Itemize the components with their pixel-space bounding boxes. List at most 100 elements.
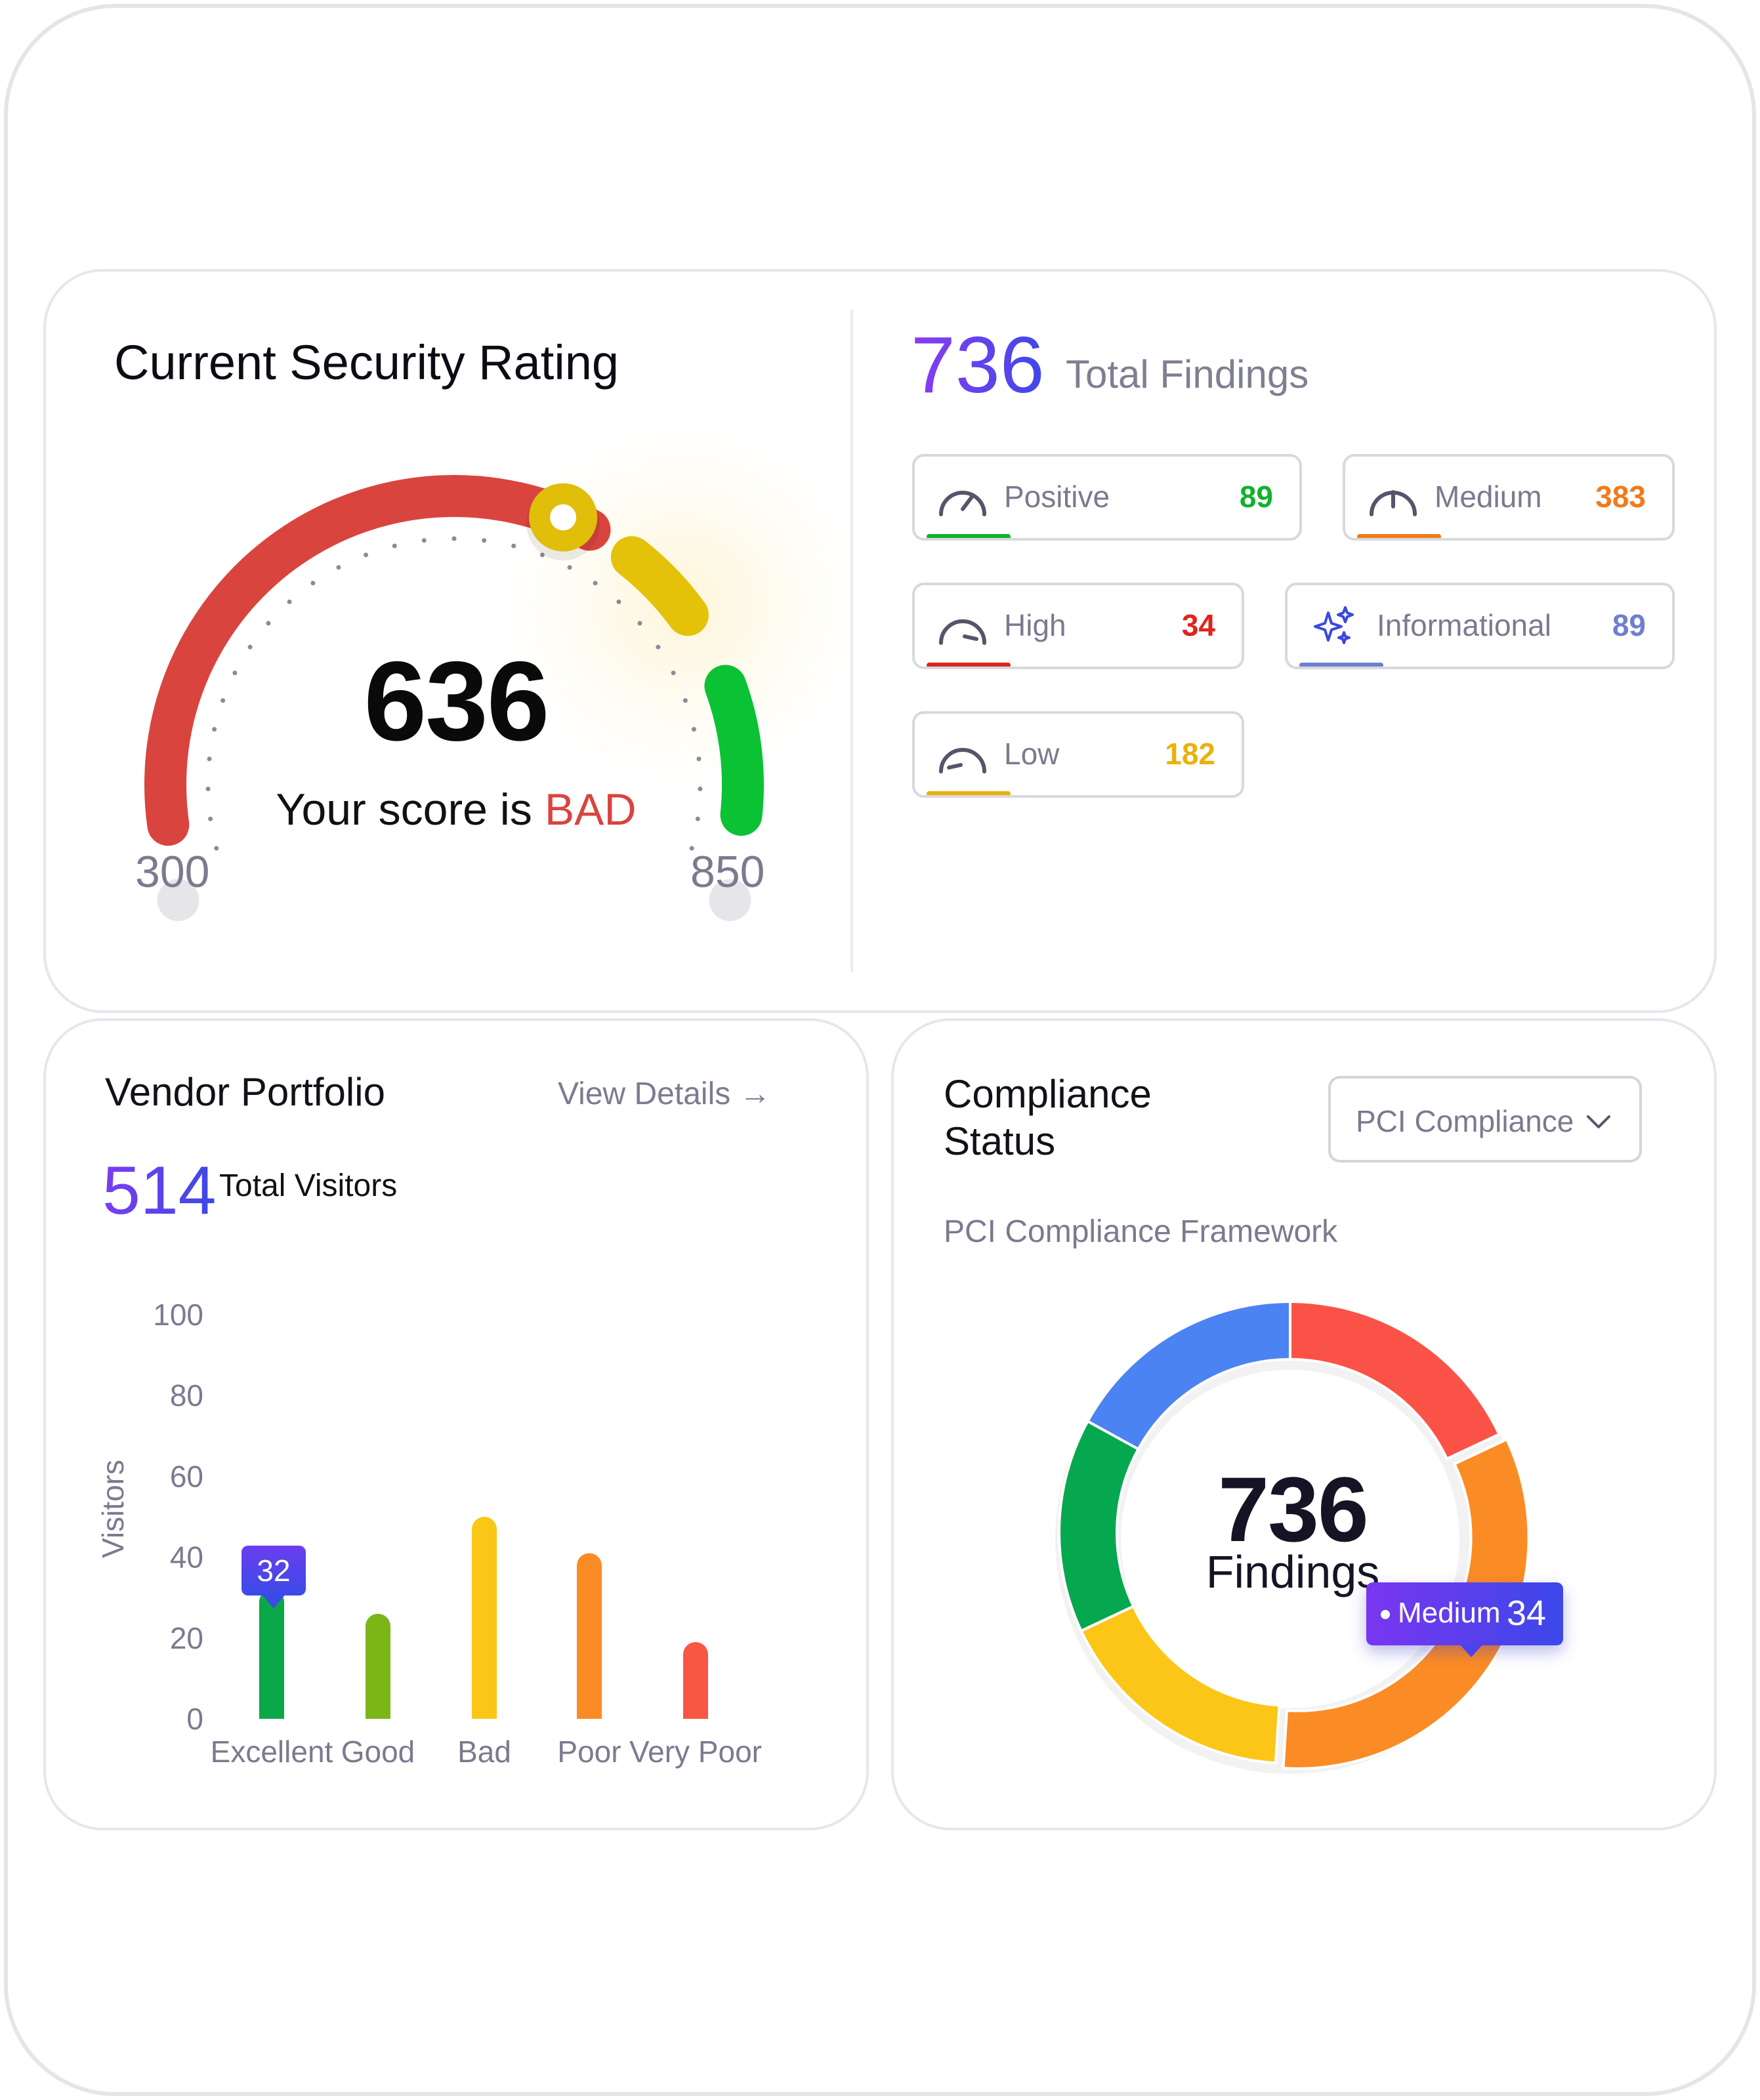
sparkles-icon <box>1314 606 1354 644</box>
chip-label: Positive <box>1004 480 1110 514</box>
finding-chip-informational[interactable]: Informational 89 <box>1285 583 1675 669</box>
finding-chip-medium[interactable]: Medium 383 <box>1343 454 1675 541</box>
bar <box>683 1641 708 1719</box>
bar-base <box>366 1706 390 1719</box>
speedometer-icon <box>939 748 986 773</box>
bar <box>366 1613 390 1719</box>
gauge-end-cap <box>709 878 751 921</box>
tooltip-value: 34 <box>1507 1594 1547 1633</box>
finding-chip-positive[interactable]: Positive 89 <box>912 454 1302 541</box>
chip-value: 34 <box>1181 608 1215 642</box>
vendor-total-label: Total Visitors <box>219 1168 398 1203</box>
donut-slice <box>1085 1300 1291 1451</box>
gauge-tick-dot <box>207 756 212 762</box>
gauge-tick-dot <box>208 816 213 821</box>
gauge-tick-dot <box>214 846 219 851</box>
gauge-tick-dot <box>539 552 545 558</box>
gauge-max-label: 850 <box>690 847 765 897</box>
security-rating-title: Current Security Rating <box>114 335 619 390</box>
score-status: BAD <box>544 785 637 834</box>
gauge-tick-dot <box>616 599 621 604</box>
compliance-subtitle: PCI Compliance Framework <box>944 1214 1338 1249</box>
gauge-tick-dot <box>689 846 694 851</box>
y-tick-label: 60 <box>170 1459 203 1493</box>
gauge-tick-dot <box>656 644 661 649</box>
gauge-start-cap <box>157 878 199 921</box>
badge-arrow <box>262 1594 285 1609</box>
gauge-tick-dot <box>696 756 702 762</box>
score-prefix: Your score is <box>276 785 545 834</box>
x-tick-label: Good <box>341 1735 415 1769</box>
finding-chip-high[interactable]: High 34 <box>912 583 1244 669</box>
gauge-tick-dot <box>511 543 516 548</box>
gauge-arc-good <box>704 665 764 836</box>
gauge-tick-dot <box>205 787 211 792</box>
donut-tooltip: Medium 34 <box>1366 1582 1563 1657</box>
donut-center-value: 736 <box>1218 1458 1369 1561</box>
gauge-arc-bad <box>144 475 611 846</box>
chip-value: 89 <box>1239 480 1273 514</box>
x-tick-label: Excellent <box>211 1735 333 1769</box>
chip-indicator-bar <box>927 791 1011 795</box>
vendor-total-visitors: 514 <box>102 1153 217 1229</box>
donut-slice <box>1289 1300 1501 1461</box>
gauge-tick-dot <box>310 581 316 586</box>
gauge-tick-dot <box>698 787 703 792</box>
compliance-framework-select[interactable]: PCI Compliance <box>1328 1076 1642 1163</box>
bar <box>259 1589 284 1719</box>
chip-indicator-bar <box>927 663 1011 667</box>
chip-value: 89 <box>1612 608 1646 642</box>
view-details-link[interactable]: View Details → <box>558 1077 771 1111</box>
gauge-tick-dot <box>671 670 676 676</box>
bar-base <box>577 1706 602 1719</box>
y-tick-label: 40 <box>170 1540 203 1575</box>
gauge-tick-dot <box>220 698 226 703</box>
gauge-tick-dot <box>637 621 642 626</box>
gauge-tick-dot <box>392 543 397 548</box>
gauge-tick-dot <box>336 565 341 570</box>
chip-indicator-bar <box>927 534 1011 538</box>
gauge-tick-dot <box>682 698 688 703</box>
y-axis-label: Visitors <box>96 1460 130 1558</box>
chevron-down-icon <box>1587 1115 1610 1128</box>
gauge-tick-dot <box>482 538 487 543</box>
bar-base <box>259 1706 284 1719</box>
gauge-tick-dot <box>451 536 457 541</box>
gauge-tick-dot <box>232 670 238 676</box>
chip-label: Informational <box>1377 608 1551 642</box>
score-text: Your score is BAD <box>249 784 663 835</box>
vendor-portfolio-card <box>43 1018 869 1830</box>
speedometer-icon <box>939 491 986 516</box>
x-tick-label: Poor <box>557 1735 621 1769</box>
gauge-tick-dot <box>266 621 271 626</box>
y-tick-label: 20 <box>170 1621 203 1655</box>
vendor-portfolio-title: Vendor Portfolio <box>105 1070 385 1114</box>
chip-label: Low <box>1004 737 1060 771</box>
gauge-arc-medium <box>610 536 709 636</box>
donut-slice <box>1058 1419 1141 1633</box>
x-tick-label: Bad <box>457 1735 511 1769</box>
chip-label: Medium <box>1435 480 1542 514</box>
y-tick-label: 100 <box>153 1298 203 1332</box>
chip-label: High <box>1004 608 1066 642</box>
chip-indicator-bar <box>1299 663 1383 667</box>
bar-base <box>472 1706 497 1719</box>
gauge-tick-dot <box>567 565 572 570</box>
compliance-title: Compliance Status <box>944 1072 1152 1163</box>
speedometer-icon <box>1370 490 1417 516</box>
gauge-tick-dot <box>287 599 292 604</box>
finding-chip-low[interactable]: Low 182 <box>912 711 1244 798</box>
bar-value-badge: 32 <box>241 1546 306 1609</box>
x-tick-label: Very Poor <box>629 1735 762 1769</box>
gauge-min-label: 300 <box>135 847 210 897</box>
chip-value: 182 <box>1165 737 1215 771</box>
bar-badge-value: 32 <box>257 1554 291 1588</box>
tooltip-label: Medium <box>1398 1597 1501 1629</box>
gauge-tick-dot <box>247 644 253 649</box>
select-value: PCI Compliance <box>1356 1104 1574 1138</box>
gauge-tick-dot <box>212 727 217 732</box>
tooltip-arrow <box>1459 1644 1483 1657</box>
